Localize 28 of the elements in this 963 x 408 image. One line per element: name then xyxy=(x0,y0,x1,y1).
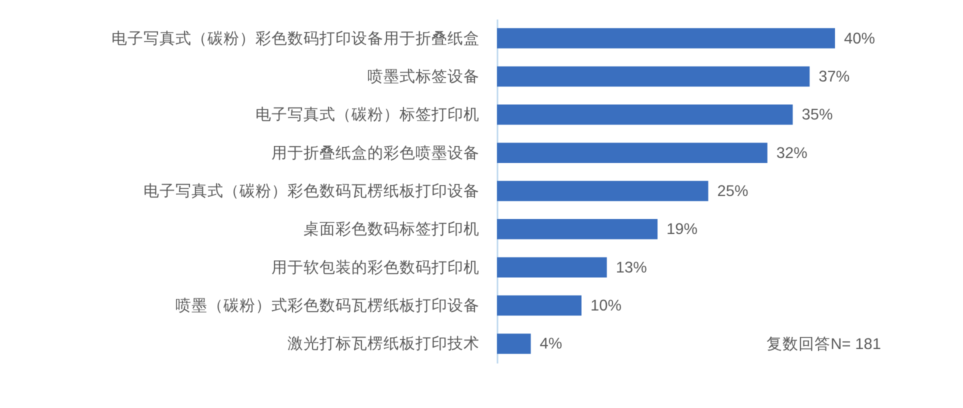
data-label: 4% xyxy=(540,336,562,353)
data-label: 32% xyxy=(776,144,808,162)
bar xyxy=(497,104,793,125)
data-label: 19% xyxy=(666,221,698,238)
data-label: 13% xyxy=(616,259,648,276)
y-tick-label: 桌面彩色数码标签打印机 xyxy=(304,220,480,238)
data-label: 35% xyxy=(802,106,833,124)
bar xyxy=(497,28,835,48)
y-tick-label: 喷墨式标签设备 xyxy=(368,67,480,86)
data-label: 40% xyxy=(844,30,876,48)
y-tick-label: 用于软包装的彩色数码打印机 xyxy=(272,258,480,276)
y-tick-label: 激光打标瓦楞纸板打印技术 xyxy=(288,334,480,353)
bar xyxy=(497,180,708,202)
y-tick-label: 电子写真式（碳粉）标签打印机 xyxy=(256,106,480,124)
bar xyxy=(497,257,607,278)
data-label: 25% xyxy=(717,183,748,200)
data-label: 10% xyxy=(590,298,622,315)
data-label: 37% xyxy=(818,68,850,86)
annotation: 复数回答N= 181 xyxy=(766,336,881,353)
bar xyxy=(497,219,658,240)
y-tick-label: 喷墨（碳粉）式彩色数码瓦楞纸板打印设备 xyxy=(176,296,480,315)
bar xyxy=(497,295,582,316)
bar xyxy=(497,66,810,87)
y-tick-label: 电子写真式（碳粉）彩色数码瓦楞纸板打印设备 xyxy=(144,182,480,200)
bar xyxy=(497,142,768,163)
y-tick-label: 用于折叠纸盒的彩色喷墨设备 xyxy=(272,144,480,162)
bar xyxy=(497,334,531,354)
y-tick-label: 电子写真式（碳粉）彩色数码打印设备用于折叠纸盒 xyxy=(112,29,480,48)
